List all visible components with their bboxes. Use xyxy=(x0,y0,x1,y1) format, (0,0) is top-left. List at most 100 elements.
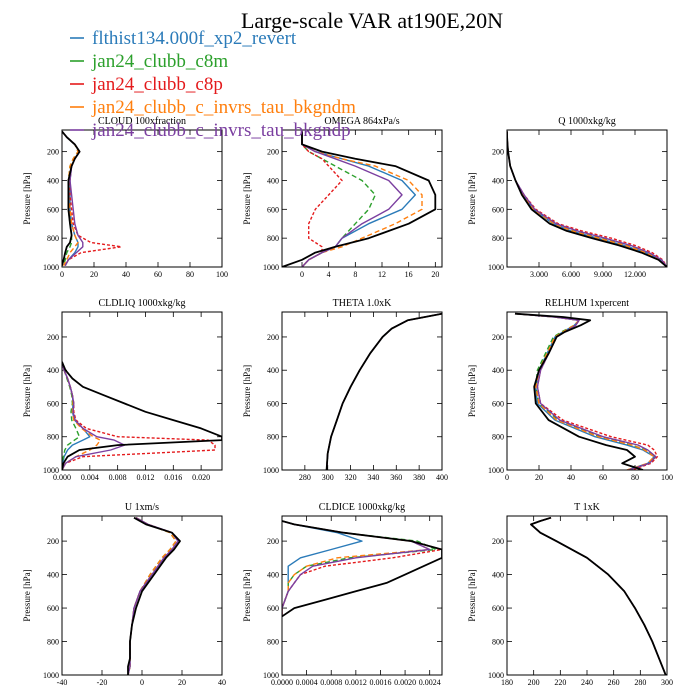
x-tick-label: 0 xyxy=(505,473,509,482)
y-tick-label: 1000 xyxy=(488,671,504,680)
series-line-flthist134-000f-xp2-revert xyxy=(325,313,442,470)
x-tick-label: 40 xyxy=(218,678,226,687)
x-tick-label: 0.0016 xyxy=(369,678,391,687)
x-tick-label: 9.000 xyxy=(594,270,612,279)
y-tick-label: 1000 xyxy=(263,671,279,680)
series-line-jan24-clubb-c-invrs-tau-bkgndm xyxy=(127,517,177,675)
plot-frame xyxy=(61,129,223,268)
y-tick-label: 800 xyxy=(47,433,59,442)
x-tick-label: 360 xyxy=(390,473,402,482)
x-tick-label: 40 xyxy=(122,270,130,279)
series-line-control xyxy=(282,131,437,267)
series-line-flthist134-000f-xp2-revert xyxy=(507,131,667,267)
y-tick-label: 600 xyxy=(492,399,504,408)
x-tick-label: 0.016 xyxy=(164,473,182,482)
x-tick-label: 200 xyxy=(528,678,540,687)
panel-title: Q 1000xkg/kg xyxy=(558,116,616,127)
series-line-jan24-clubb-c8m xyxy=(325,313,442,470)
y-tick-label: 200 xyxy=(492,148,504,157)
legend-entry: jan24_clubb_c_invrs_tau_bkgndp xyxy=(91,120,351,141)
y-axis-label: Pressure [hPa] xyxy=(467,365,477,417)
y-axis-label: Pressure [hPa] xyxy=(22,172,32,224)
y-tick-label: 1000 xyxy=(43,466,59,475)
y-tick-label: 400 xyxy=(47,366,59,375)
y-axis-label: Pressure [hPa] xyxy=(242,365,252,417)
series-line-jan24-clubb-c-invrs-tau-bkgndm xyxy=(62,361,102,470)
x-tick-label: 12.000 xyxy=(624,270,646,279)
x-tick-label: 0.0020 xyxy=(394,678,416,687)
series-line-jan24-clubb-c-invrs-tau-bkgndm xyxy=(507,131,667,267)
series-line-jan24-clubb-c8p xyxy=(325,313,442,470)
x-tick-label: 100 xyxy=(661,473,673,482)
plot-frame xyxy=(281,515,443,676)
plot-frame xyxy=(281,311,443,471)
plot-frame xyxy=(506,515,668,676)
x-tick-label: 300 xyxy=(322,473,334,482)
x-tick-label: -20 xyxy=(97,678,108,687)
panel-4: CLDLIQ 1000xkg/kg Pressure [hPa] 200 400 600… xyxy=(22,298,223,482)
plot-frame xyxy=(506,129,668,268)
x-tick-label: 60 xyxy=(154,270,162,279)
y-tick-label: 800 xyxy=(492,433,504,442)
series-line-jan24-clubb-c8m xyxy=(530,517,667,675)
x-tick-label: 180 xyxy=(501,678,513,687)
x-tick-label: 8 xyxy=(353,270,357,279)
series-line-control xyxy=(514,312,644,470)
y-axis-label: Pressure [hPa] xyxy=(467,172,477,224)
legend-entry: jan24_clubb_c_invrs_tau_bkgndm xyxy=(91,97,356,118)
y-tick-label: 200 xyxy=(492,333,504,342)
x-tick-label: 0.000 xyxy=(53,473,71,482)
x-tick-label: 300 xyxy=(661,678,673,687)
series-line-jan24-clubb-c8p xyxy=(62,361,216,470)
series-line-control xyxy=(530,516,667,675)
y-tick-label: 400 xyxy=(47,571,59,580)
x-tick-label: 0.0008 xyxy=(320,678,342,687)
y-tick-label: 800 xyxy=(47,234,59,243)
legend-entry: flthist134.000f_xp2_revert xyxy=(92,28,297,49)
x-tick-label: 4 xyxy=(327,270,331,279)
y-tick-label: 1000 xyxy=(43,671,59,680)
x-tick-label: 80 xyxy=(186,270,194,279)
panel-title: T 1xK xyxy=(574,502,600,513)
panel-8: CLDICE 1000xkg/kg Pressure [hPa] 200 400 600… xyxy=(242,502,443,687)
y-tick-label: 400 xyxy=(47,176,59,185)
series-line-flthist134-000f-xp2-revert xyxy=(514,313,655,470)
panel-title: THETA 1.0xK xyxy=(333,298,392,309)
legend-entry: jan24_clubb_c8m xyxy=(91,51,228,72)
x-tick-label: 100 xyxy=(216,270,228,279)
x-tick-label: 12 xyxy=(378,270,386,279)
x-tick-label: 60 xyxy=(599,473,607,482)
x-tick-label: 0.0000 xyxy=(271,678,293,687)
x-tick-label: 0.012 xyxy=(136,473,154,482)
x-tick-label: 320 xyxy=(345,473,357,482)
y-tick-label: 600 xyxy=(47,604,59,613)
x-tick-label: 260 xyxy=(608,678,620,687)
plot-frame xyxy=(281,129,443,268)
panel-title: CLOUD 100xfraction xyxy=(98,116,186,127)
y-tick-label: 600 xyxy=(492,205,504,214)
plot-frame xyxy=(61,311,223,471)
series-line-jan24-clubb-c8p xyxy=(127,517,179,675)
series-line-jan24-clubb-c-invrs-tau-bkgndm xyxy=(62,130,79,266)
y-axis-label: Pressure [hPa] xyxy=(467,569,477,621)
series-line-jan24-clubb-c8m xyxy=(62,361,81,470)
y-tick-label: 600 xyxy=(47,205,59,214)
series-line-flthist134-000f-xp2-revert xyxy=(282,520,363,617)
x-tick-label: 280 xyxy=(299,473,311,482)
y-tick-label: 1000 xyxy=(488,263,504,272)
y-tick-label: 800 xyxy=(492,234,504,243)
x-tick-label: 20 xyxy=(535,473,543,482)
x-tick-label: 0 xyxy=(140,678,144,687)
y-tick-label: 400 xyxy=(492,366,504,375)
x-tick-label: 400 xyxy=(436,473,448,482)
panel-title: OMEGA 864xPa/s xyxy=(324,116,399,127)
y-tick-label: 600 xyxy=(267,205,279,214)
x-tick-label: 0.020 xyxy=(192,473,210,482)
y-tick-label: 400 xyxy=(267,176,279,185)
y-tick-label: 200 xyxy=(267,537,279,546)
x-tick-label: 0.0012 xyxy=(345,678,367,687)
series-line-jan24-clubb-c8m xyxy=(507,131,667,267)
